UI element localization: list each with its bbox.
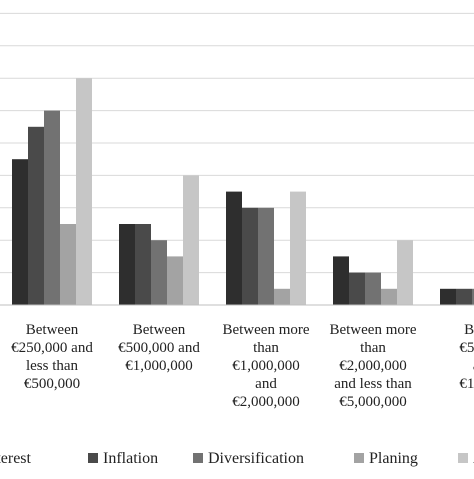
bar-4-cat-3	[274, 288, 290, 305]
x-tick-label-line: and less than	[334, 376, 412, 392]
x-tick-label-line: €5,000	[459, 340, 474, 356]
legend-label: Diversification	[208, 450, 304, 467]
bar-1-cat-4	[333, 256, 349, 305]
x-tick-label-line: less than	[26, 358, 79, 374]
legend-label: Interest	[0, 450, 32, 467]
x-tick-label-line: than	[253, 340, 279, 356]
x-tick-label-line: Between more	[329, 322, 416, 338]
legend-swatch	[458, 453, 468, 463]
x-tick-label-line: €10,00	[459, 376, 474, 392]
x-tick-label-line: €1,000,000	[232, 358, 300, 374]
bar-2-cat-3	[242, 207, 258, 305]
legend-label: Planing	[369, 450, 418, 467]
bar-2-cat-4	[349, 272, 365, 305]
x-tick-label-line: and	[255, 376, 277, 392]
legend-swatch	[193, 453, 203, 463]
bar-1-cat-3	[226, 191, 242, 305]
x-tick-label-line: €500,000 and	[118, 340, 200, 356]
x-tick-labels: Between €250,000 and less than €500,000Betw…	[11, 322, 474, 410]
x-tick-label-line: €2,000,000	[232, 394, 300, 410]
x-tick-label-line: Betw	[464, 322, 474, 338]
bar-4-cat-4	[381, 288, 397, 305]
x-tick-label-line: an	[473, 358, 474, 374]
bar-4-cat-2	[167, 256, 183, 305]
bar-5-cat-2	[183, 175, 199, 305]
bar-2-cat-1	[28, 126, 44, 305]
legend-swatch	[88, 453, 98, 463]
bar-5-cat-3	[290, 191, 306, 305]
bar-3-cat-1	[44, 110, 60, 305]
x-tick-label-line: Between	[133, 322, 186, 338]
bar-5-cat-1	[76, 78, 92, 305]
bar-1-cat-5	[440, 288, 456, 305]
bar-1-cat-2	[119, 224, 135, 305]
bar-1-cat-1	[12, 159, 28, 305]
x-tick-label: Between €500,000 and €1,000,000	[118, 322, 200, 374]
bar-3-cat-5	[472, 288, 474, 305]
x-tick-label-line: €1,000,000	[125, 358, 193, 374]
x-tick-label: Between more than €1,000,000 and €2,000,000	[222, 322, 309, 410]
bar-3-cat-4	[365, 272, 381, 305]
x-tick-label-line: €500,000	[24, 376, 80, 392]
x-tick-label-line: Between more	[222, 322, 309, 338]
x-tick-label: Between €250,000 and less than €500,000	[11, 322, 93, 392]
x-tick-label: Betw €5,000 an €10,00	[459, 322, 474, 392]
x-tick-label-line: Between	[26, 322, 79, 338]
bar-2-cat-2	[135, 224, 151, 305]
bar-4-cat-1	[60, 224, 76, 305]
x-tick-label-line: than	[360, 340, 386, 356]
x-tick-label-line: €2,000,000	[339, 358, 407, 374]
bars	[12, 78, 474, 305]
x-tick-label-line: €5,000,000	[339, 394, 407, 410]
bar-3-cat-3	[258, 207, 274, 305]
x-tick-label-line: €250,000 and	[11, 340, 93, 356]
legend-swatch	[354, 453, 364, 463]
legend: InterestInflationDiversificationPlaningA	[0, 450, 474, 467]
x-tick-label: Between more than €2,000,000 and less than €…	[329, 322, 416, 410]
bar-3-cat-2	[151, 240, 167, 305]
legend-label: Inflation	[103, 450, 158, 467]
bar-5-cat-4	[397, 240, 413, 305]
bar-2-cat-5	[456, 288, 472, 305]
